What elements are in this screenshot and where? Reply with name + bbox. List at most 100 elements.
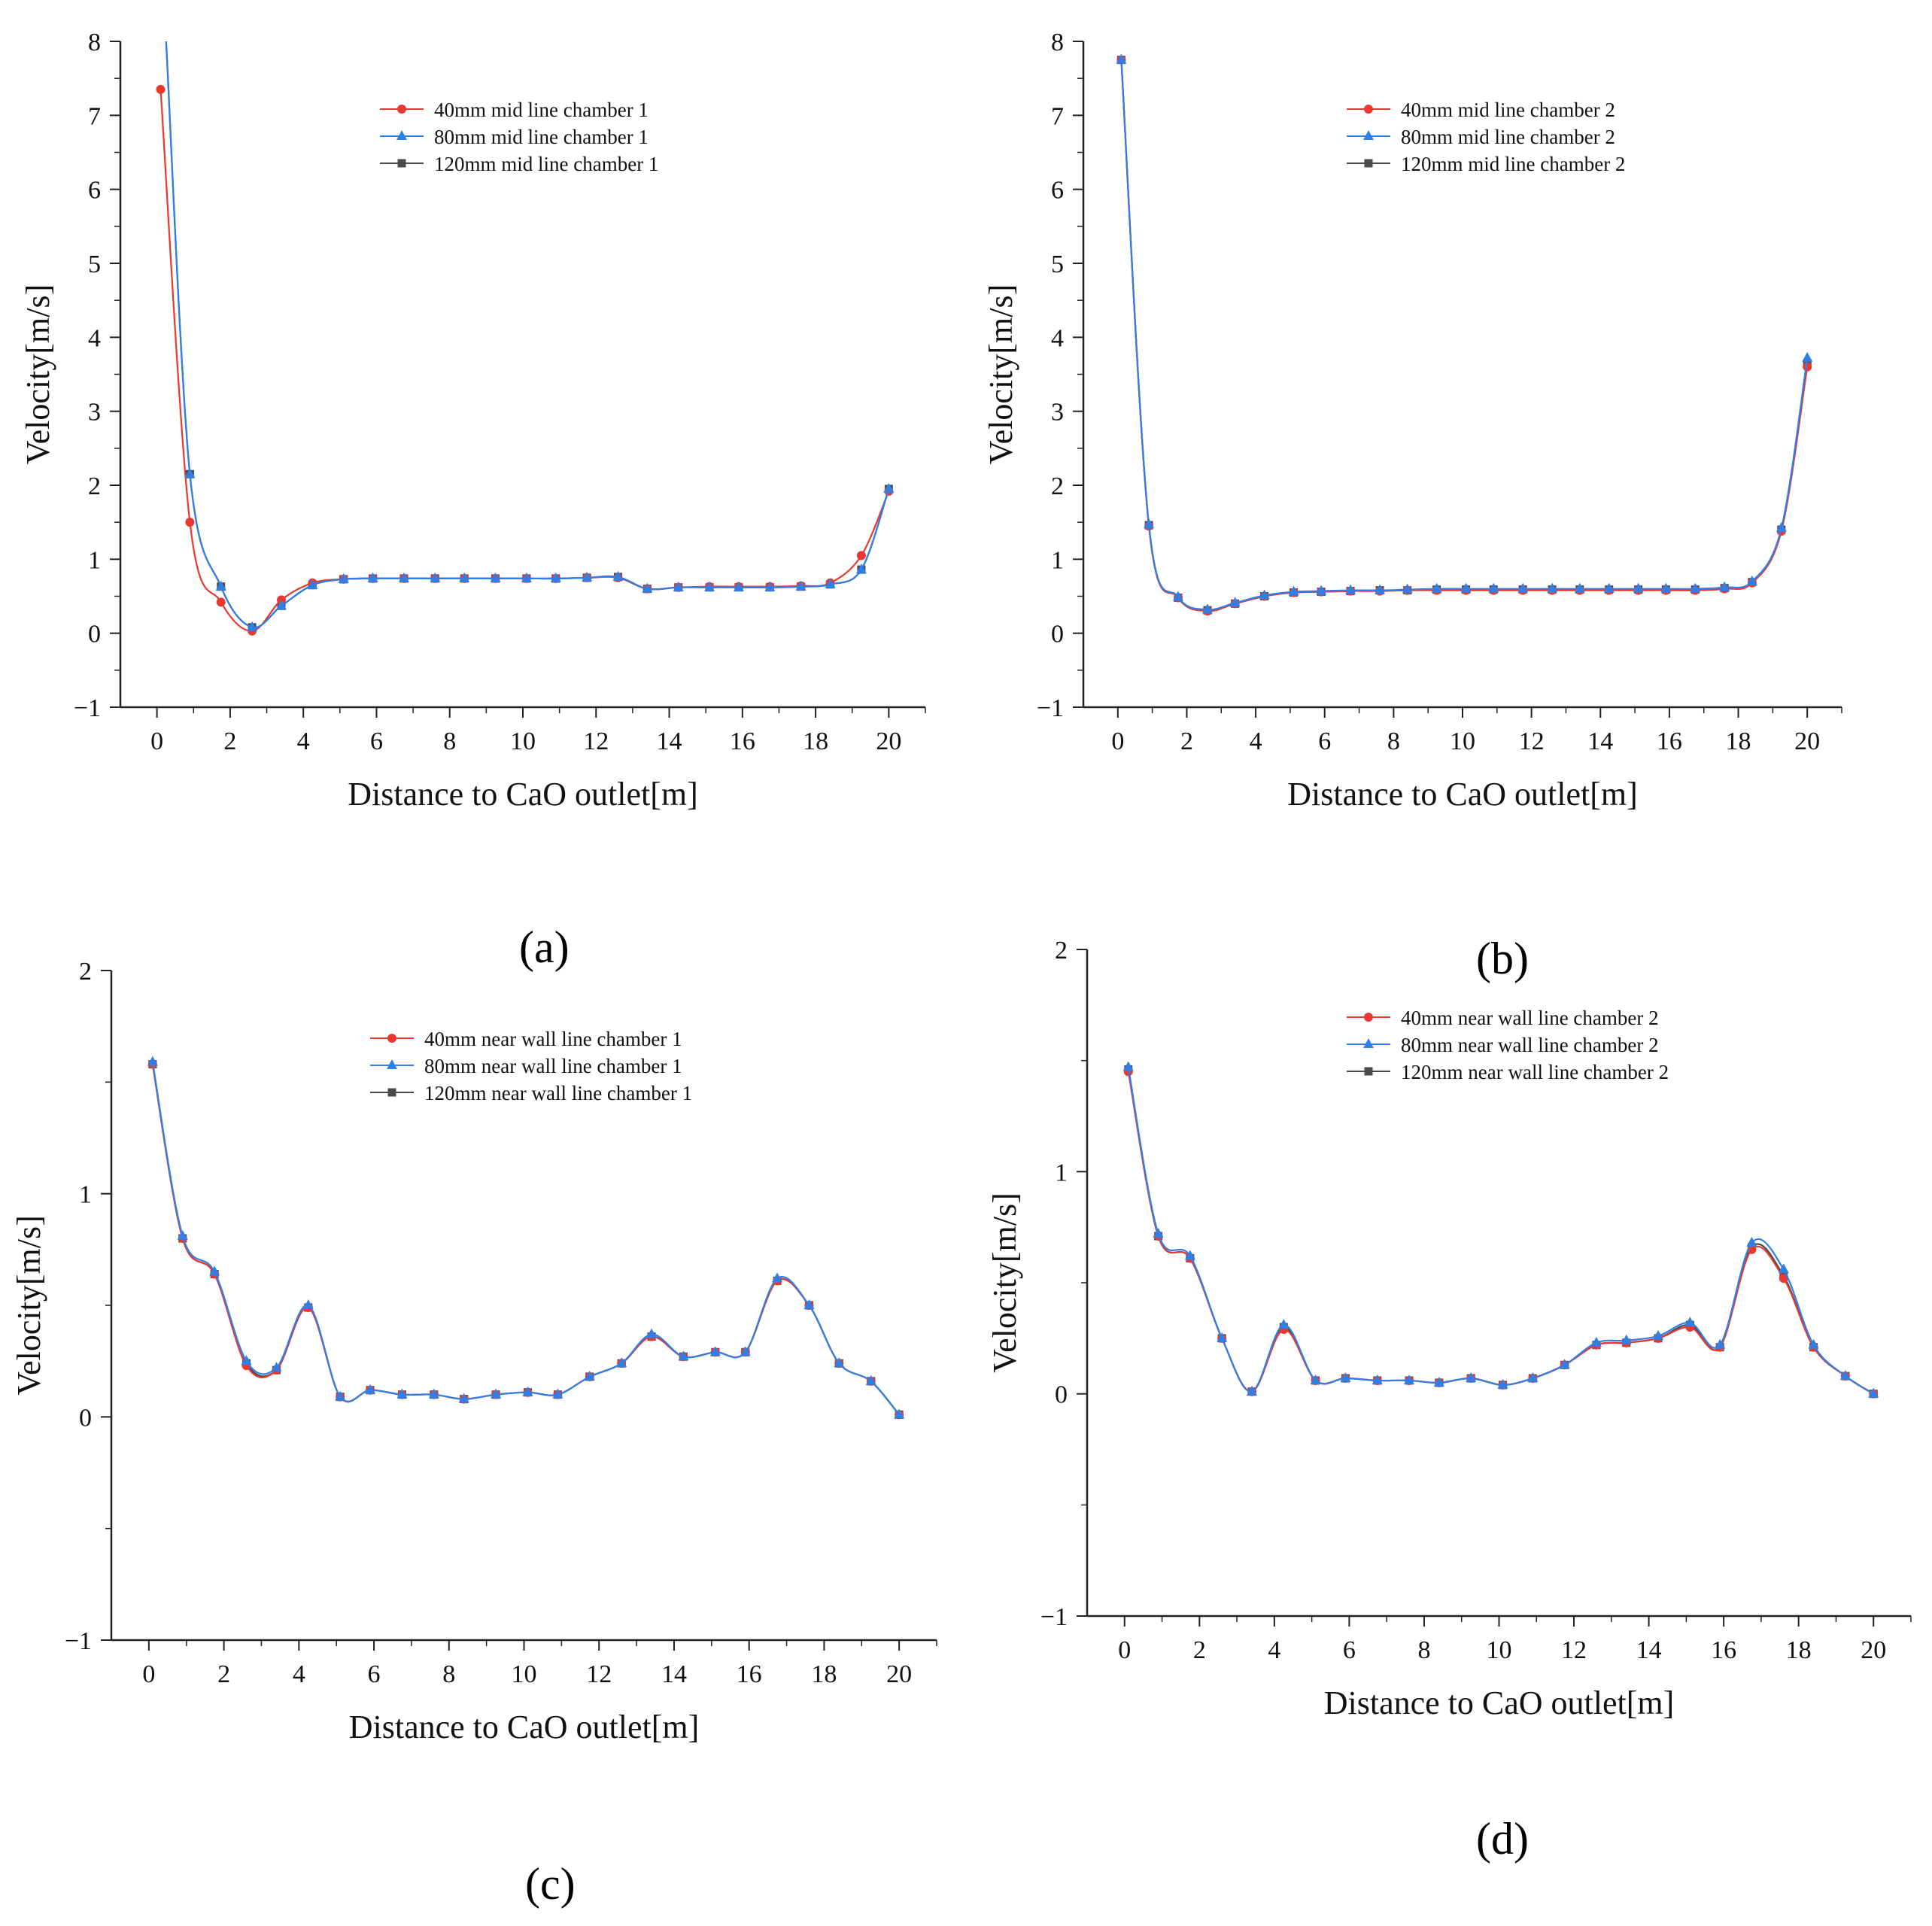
data-point-1: [1839, 1370, 1851, 1381]
data-point-1: [1340, 1372, 1351, 1382]
data-point-1: [1433, 1376, 1444, 1387]
legend-marker: [1364, 105, 1373, 114]
data-point-1: [365, 1384, 376, 1394]
x-tick-label: 12: [586, 1660, 612, 1688]
x-tick-label: 6: [1343, 1636, 1356, 1664]
data-point-1: [1288, 585, 1299, 596]
data-point-1: [1466, 1372, 1477, 1382]
y-axis-label: Velocity[m/s]: [986, 1192, 1023, 1373]
legend-label: 40mm mid line chamber 1: [434, 99, 649, 121]
y-axis-label: Velocity[m/s]: [11, 1215, 47, 1396]
data-point-1: [1621, 1334, 1632, 1344]
y-tick-label: 8: [88, 29, 101, 56]
x-tick-label: 8: [442, 1660, 455, 1688]
data-point-1: [642, 582, 653, 593]
y-tick-label: 4: [1051, 324, 1064, 352]
y-axis-label: Velocity[m/s]: [20, 284, 56, 465]
y-tick-label: 2: [1055, 937, 1068, 965]
data-point-1: [521, 572, 532, 582]
data-point-1: [1517, 582, 1529, 593]
y-tick-label: −1: [1037, 694, 1064, 722]
x-tick-label: 6: [1318, 728, 1331, 755]
x-tick-label: 14: [661, 1660, 687, 1688]
x-tick-label: 2: [1193, 1636, 1206, 1664]
x-tick-label: 12: [1561, 1636, 1587, 1664]
data-point-1: [1144, 518, 1155, 529]
x-tick-label: 14: [657, 728, 682, 755]
x-tick-label: 16: [1711, 1636, 1736, 1664]
data-point-0: [156, 84, 166, 94]
data-point-1: [733, 581, 744, 591]
y-tick-label: 7: [1051, 102, 1064, 130]
data-point-1: [1372, 1374, 1383, 1384]
legend-marker: [1363, 130, 1374, 140]
data-point-1: [1574, 582, 1585, 593]
data-point-1: [1559, 1359, 1570, 1369]
x-tick-label: 16: [730, 728, 755, 755]
data-point-1: [307, 579, 318, 589]
x-tick-label: 2: [1180, 728, 1193, 755]
legend-marker: [396, 130, 407, 140]
data-point-1: [1684, 1317, 1696, 1327]
x-tick-label: 0: [1118, 1636, 1131, 1664]
y-tick-label: 2: [88, 472, 101, 500]
legend-label: 40mm mid line chamber 2: [1401, 99, 1615, 121]
panel-label-b: (b): [1476, 934, 1529, 983]
data-point-1: [834, 1357, 845, 1368]
y-tick-label: 2: [1051, 472, 1064, 500]
data-point-1: [1497, 1378, 1508, 1389]
data-point-1: [367, 572, 378, 582]
data-point-1: [1259, 589, 1270, 600]
x-tick-label: 10: [512, 1660, 537, 1688]
legend-label: 40mm near wall line chamber 1: [424, 1028, 682, 1050]
y-tick-label: 3: [1051, 399, 1064, 427]
data-point-1: [1802, 351, 1813, 362]
data-point-1: [1778, 1263, 1789, 1274]
x-tick-label: 10: [1450, 728, 1475, 755]
data-point-1: [1153, 1228, 1164, 1238]
legend-label: 80mm near wall line chamber 2: [1401, 1034, 1659, 1056]
legend-marker: [387, 1059, 397, 1069]
data-point-1: [1431, 582, 1442, 593]
y-tick-label: 0: [1051, 621, 1064, 649]
data-point-1: [338, 573, 349, 583]
panel-label-a: (a): [519, 922, 570, 972]
x-tick-label: 2: [223, 728, 236, 755]
y-tick-label: 6: [1051, 177, 1064, 205]
y-tick-label: 1: [88, 546, 101, 574]
data-point-0: [856, 551, 866, 560]
legend-label: 120mm near wall line chamber 2: [1401, 1061, 1669, 1083]
series-line-2: [1127, 1069, 1874, 1395]
data-point-1: [1776, 522, 1787, 533]
data-point-1: [1633, 582, 1644, 593]
x-tick-label: 10: [510, 728, 536, 755]
data-point-1: [825, 578, 836, 588]
data-point-1: [1808, 1338, 1819, 1349]
y-tick-label: 8: [1051, 29, 1064, 56]
x-tick-label: 20: [876, 728, 901, 755]
data-point-1: [803, 1299, 815, 1309]
data-point-1: [883, 482, 895, 493]
data-point-1: [1603, 582, 1615, 593]
y-tick-label: 7: [88, 102, 101, 130]
y-tick-label: −1: [1040, 1603, 1068, 1631]
data-point-1: [1217, 1332, 1228, 1342]
data-point-0: [216, 597, 226, 607]
series-line-0: [151, 1064, 900, 1416]
data-point-1: [1278, 1319, 1290, 1329]
data-point-1: [1660, 582, 1672, 593]
x-tick-label: 8: [443, 728, 456, 755]
x-tick-label: 8: [1387, 728, 1400, 755]
data-point-1: [1229, 597, 1241, 607]
y-tick-label: 5: [88, 251, 101, 278]
legend-marker: [397, 105, 406, 114]
x-tick-label: 6: [368, 1660, 381, 1688]
data-point-1: [1116, 53, 1127, 64]
data-point-1: [241, 1355, 252, 1366]
data-point-1: [398, 572, 409, 582]
data-point-1: [276, 600, 287, 610]
y-tick-label: 1: [1051, 546, 1064, 574]
x-tick-label: 20: [1794, 728, 1820, 755]
